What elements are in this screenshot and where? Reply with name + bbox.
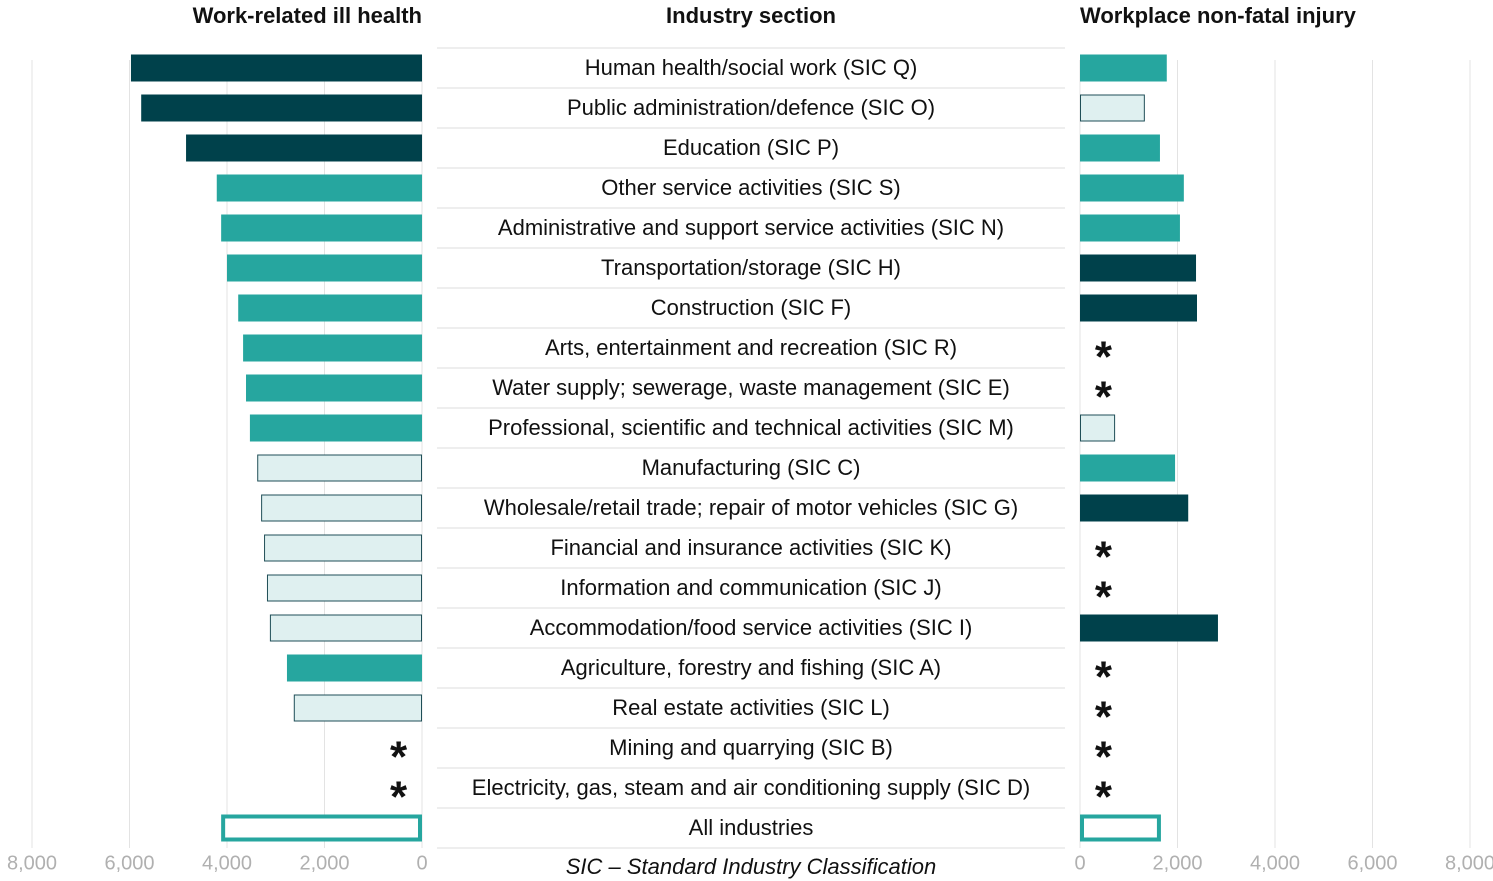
category-label: Financial and insurance activities (SIC … bbox=[550, 535, 951, 560]
bar bbox=[1080, 94, 1145, 122]
bar bbox=[221, 814, 422, 842]
missing-marker: * bbox=[1095, 653, 1113, 702]
x-tick-label: 4,000 bbox=[202, 852, 252, 874]
category-label: Agriculture, forestry and fishing (SIC A… bbox=[561, 655, 941, 680]
bar bbox=[243, 334, 422, 362]
category-label: Wholesale/retail trade; repair of motor … bbox=[484, 495, 1018, 520]
category-label: Information and communication (SIC J) bbox=[560, 575, 942, 600]
bar bbox=[246, 374, 422, 402]
x-tick-label: 0 bbox=[416, 852, 427, 874]
bar bbox=[186, 134, 422, 162]
bar bbox=[1080, 614, 1218, 642]
missing-marker: * bbox=[1095, 373, 1113, 422]
missing-marker: * bbox=[1095, 773, 1113, 822]
category-label: Water supply; sewerage, waste management… bbox=[492, 375, 1010, 400]
x-tick-label: 2,000 bbox=[299, 852, 349, 874]
bar bbox=[1080, 214, 1180, 242]
bar bbox=[221, 214, 422, 242]
bar bbox=[264, 534, 422, 562]
bar bbox=[293, 694, 423, 722]
bar bbox=[227, 254, 422, 282]
missing-marker: * bbox=[1095, 693, 1113, 742]
category-label: Construction (SIC F) bbox=[651, 295, 852, 320]
missing-marker: * bbox=[1095, 573, 1113, 622]
missing-marker: * bbox=[390, 733, 408, 782]
category-label: All industries bbox=[689, 815, 814, 840]
bar bbox=[269, 614, 422, 642]
category-label: Human health/social work (SIC Q) bbox=[585, 55, 918, 80]
category-label: Administrative and support service activ… bbox=[498, 215, 1004, 240]
bar bbox=[1080, 254, 1197, 282]
category-label: Accommodation/food service activities (S… bbox=[530, 615, 973, 640]
bar bbox=[257, 454, 422, 482]
x-tick-label: 6,000 bbox=[104, 852, 154, 874]
category-label: Education (SIC P) bbox=[663, 135, 839, 160]
category-label: Professional, scientific and technical a… bbox=[488, 415, 1014, 440]
x-tick-label: 2,000 bbox=[1152, 852, 1202, 874]
column-title: Industry section bbox=[666, 3, 836, 28]
category-label: Real estate activities (SIC L) bbox=[612, 695, 890, 720]
bar bbox=[141, 94, 422, 122]
x-tick-label: 0 bbox=[1074, 852, 1085, 874]
category-label: Other service activities (SIC S) bbox=[601, 175, 901, 200]
bar bbox=[261, 494, 422, 522]
bar bbox=[286, 654, 422, 682]
bar bbox=[1080, 134, 1160, 162]
category-label: Arts, entertainment and recreation (SIC … bbox=[545, 335, 957, 360]
category-label: Manufacturing (SIC C) bbox=[642, 455, 861, 480]
category-label: Transportation/storage (SIC H) bbox=[601, 255, 901, 280]
category-label: Public administration/defence (SIC O) bbox=[567, 95, 935, 120]
x-tick-label: 6,000 bbox=[1347, 852, 1397, 874]
panel-title: Workplace non-fatal injury bbox=[1080, 3, 1357, 28]
x-tick-label: 8,000 bbox=[7, 852, 57, 874]
bar bbox=[130, 54, 422, 82]
missing-marker: * bbox=[1095, 333, 1113, 382]
bar bbox=[1080, 414, 1116, 442]
bar bbox=[1080, 54, 1167, 82]
panel-title: Work-related ill health bbox=[193, 3, 422, 28]
bar bbox=[249, 414, 422, 442]
bar bbox=[1080, 294, 1197, 322]
bar bbox=[1080, 454, 1176, 482]
bar bbox=[266, 574, 422, 602]
footnote: SIC – Standard Industry Classification bbox=[566, 854, 937, 879]
x-tick-label: 8,000 bbox=[1445, 852, 1493, 874]
missing-marker: * bbox=[1095, 533, 1113, 582]
missing-marker: * bbox=[390, 773, 408, 822]
bar bbox=[1080, 494, 1189, 522]
category-label: Electricity, gas, steam and air conditio… bbox=[472, 775, 1030, 800]
missing-marker: * bbox=[1095, 733, 1113, 782]
x-tick-label: 4,000 bbox=[1250, 852, 1300, 874]
bar bbox=[1080, 174, 1184, 202]
bar bbox=[1080, 814, 1161, 842]
category-label: Mining and quarrying (SIC B) bbox=[609, 735, 893, 760]
bar bbox=[238, 294, 422, 322]
bar bbox=[216, 174, 422, 202]
